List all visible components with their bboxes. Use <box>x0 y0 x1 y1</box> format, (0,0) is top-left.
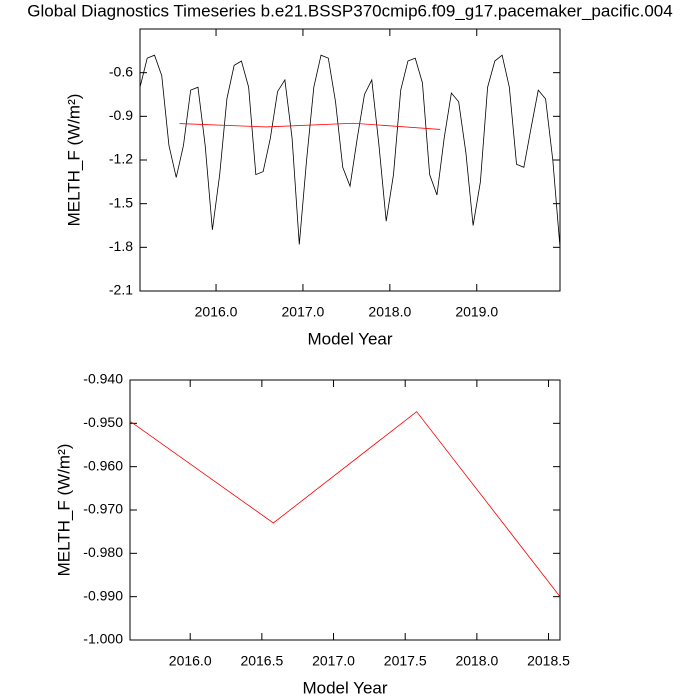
plot-frame <box>139 28 561 292</box>
x-tick-label: 2018.0 <box>455 653 498 669</box>
y-tick-label: -1.8 <box>109 238 133 254</box>
x-axis-label: Model Year <box>302 678 387 697</box>
y-tick-label: -0.990 <box>83 587 123 603</box>
y-tick-label: -2.1 <box>109 282 133 298</box>
x-tick-label: 2016.5 <box>240 653 283 669</box>
y-tick-label: -0.960 <box>83 457 123 473</box>
chart-title: Global Diagnostics Timeseries b.e21.BSSP… <box>27 1 672 20</box>
y-tick-label: -0.940 <box>83 371 123 387</box>
x-axis-label: Model Year <box>307 329 392 348</box>
y-axis-label: MELTH_F (W/m²) <box>54 444 73 577</box>
x-tick-label: 2016.0 <box>195 304 238 320</box>
y-tick-label: -0.980 <box>83 544 123 560</box>
y-tick-label: -0.9 <box>109 107 133 123</box>
y-tick-label: -1.000 <box>83 631 123 647</box>
series-line <box>129 411 561 597</box>
series-line <box>139 54 561 248</box>
x-tick-label: 2016.0 <box>169 653 212 669</box>
x-tick-label: 2019.0 <box>455 304 498 320</box>
plot-frame <box>129 379 561 641</box>
y-tick-label: -1.2 <box>109 151 133 167</box>
x-tick-label: 2017.0 <box>282 304 325 320</box>
series-line <box>179 122 441 130</box>
x-tick-label: 2017.0 <box>312 653 355 669</box>
y-tick-label: -0.970 <box>83 501 123 517</box>
y-axis-label: MELTH_F (W/m²) <box>64 94 83 227</box>
x-tick-label: 2017.5 <box>384 653 427 669</box>
y-tick-label: -0.950 <box>83 414 123 430</box>
y-tick-label: -1.5 <box>109 194 133 210</box>
y-tick-label: -0.6 <box>109 63 133 79</box>
x-tick-label: 2018.0 <box>368 304 411 320</box>
x-tick-label: 2018.5 <box>527 653 570 669</box>
